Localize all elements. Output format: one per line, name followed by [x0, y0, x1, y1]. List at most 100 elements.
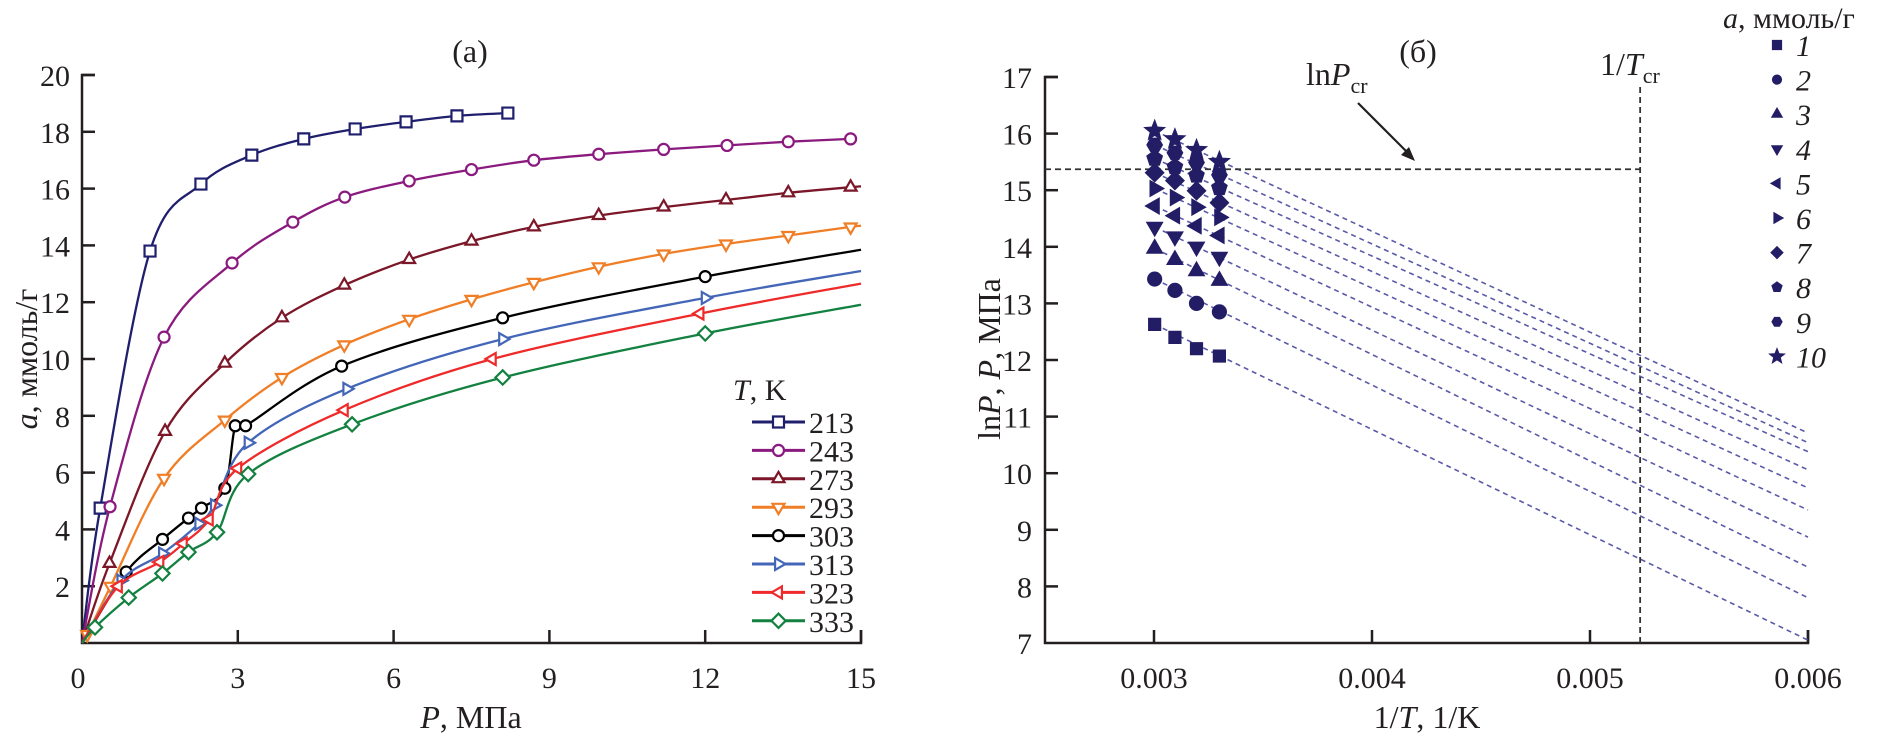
- chart-b-legend-item-2: 2: [1771, 65, 1811, 98]
- chart-a-point-323: [483, 351, 497, 367]
- chart-a-point-213: [297, 132, 311, 146]
- chart-b-y-axis-title: lnP, P, МПа: [971, 278, 1007, 440]
- chart-a-series-243: [80, 132, 858, 644]
- chart-b-legend-marker: [1770, 106, 1784, 118]
- chart-b-fit-line-9: [1154, 144, 1809, 444]
- chart-a-x-axis-title: P, МПа: [419, 699, 521, 735]
- chart-a-legend-label: 293: [809, 492, 854, 525]
- chart-b-fit-lines: [1154, 130, 1809, 641]
- chart-a-legend-label: 243: [809, 435, 854, 468]
- chart-a-point-273: [401, 250, 417, 265]
- chart-b-point-5: [1209, 226, 1225, 245]
- chart-a-point-243: [338, 190, 352, 204]
- chart-b-legend-marker: [1771, 281, 1783, 292]
- chart-b-legend-marker: [1771, 39, 1783, 51]
- chart-a-point-243: [103, 500, 117, 514]
- chart-a-point-243: [844, 132, 858, 146]
- chart-a-point-243: [157, 330, 171, 344]
- chart-b-legend-marker: [1770, 145, 1784, 157]
- chart-b-legend-label: 7: [1796, 238, 1813, 271]
- chart-a-y-tick-label: 12: [40, 287, 70, 320]
- chart-a-legend-marker: [771, 528, 786, 543]
- chart-b-point-10: [1163, 127, 1187, 150]
- chart-a-curve-313: [81, 269, 862, 644]
- chart-a-x-tick-label: 6: [386, 662, 401, 695]
- chart-b-fit-line-3: [1154, 247, 1809, 568]
- chart-b-point-7: [1144, 162, 1165, 183]
- chart-a-legend-marker: [774, 556, 788, 572]
- chart-a-point-213: [194, 177, 208, 191]
- chart-b-y-tick-label: 7: [1017, 628, 1032, 661]
- chart-a-point-323: [200, 511, 214, 528]
- chart-b-point-3: [1166, 249, 1184, 265]
- chart-b-series-8: [1146, 149, 1228, 196]
- chart-b-legend-item-3: 3: [1770, 99, 1811, 132]
- chart-a-point-303: [698, 270, 712, 284]
- chart-b-legend-item-5: 5: [1769, 168, 1811, 201]
- chart-b-series-2: [1147, 271, 1228, 320]
- chart-a-point-273: [463, 232, 480, 246]
- chart-a-series-323: [81, 282, 862, 644]
- chart-a-y-tick-label: 16: [40, 174, 70, 207]
- chart-b-point-1: [1148, 317, 1162, 331]
- inv-tcr-annotation-label: 1/Tcr: [1600, 46, 1660, 88]
- chart-a-curve-273: [80, 185, 862, 644]
- chart-b-point-9: [1211, 167, 1228, 183]
- chart-b-point-5: [1186, 216, 1202, 235]
- chart-b-legend-label: 10: [1796, 341, 1826, 374]
- chart-a-point-293: [780, 230, 797, 245]
- chart-b-legend-marker: [1771, 316, 1783, 327]
- chart-a-legend-marker: [769, 584, 783, 601]
- chart-b-x-tick-label: 0.006: [1774, 662, 1842, 695]
- chart-b-point-6: [1214, 208, 1230, 227]
- chart-b-y-tick-label: 12: [1002, 345, 1032, 378]
- chart-a-point-303: [155, 532, 170, 546]
- chart-a-series-213: [80, 106, 515, 644]
- chart-b-y-tick-label: 11: [1003, 402, 1032, 435]
- chart-a-y-axis: [80, 73, 863, 645]
- chart-b-y-tick-label: 8: [1017, 571, 1032, 604]
- chart-a-point-333: [86, 618, 104, 637]
- chart-b-legend-label: 3: [1795, 99, 1811, 132]
- chart-b-legend-marker: [1769, 177, 1781, 190]
- chart-b-points: [1143, 118, 1232, 363]
- chart-a-x-tick-label: 12: [690, 662, 720, 695]
- chart-a-point-293: [526, 277, 542, 292]
- chart-a-legend-item-313: 313: [752, 549, 854, 582]
- chart-b-point-10: [1207, 149, 1232, 172]
- chart-b-legend-label: 2: [1796, 65, 1811, 98]
- chart-a-y-tick-label: 10: [40, 344, 70, 377]
- chart-b-legend-label: 4: [1796, 134, 1811, 167]
- chart-a-point-243: [720, 138, 734, 153]
- chart-b-point-6: [1191, 198, 1207, 217]
- chart-b-series-5: [1144, 197, 1225, 245]
- chart-a-legend-label: 323: [809, 577, 854, 610]
- chart-b-point-7: [1209, 192, 1230, 213]
- chart-b-point-3: [1210, 270, 1229, 286]
- chart-b-x-tick-label: 0.003: [1120, 662, 1188, 695]
- chart-b-legend-item-10: 10: [1768, 341, 1826, 374]
- chart-a-legend-marker: [770, 469, 787, 484]
- chart-b-legend-item-9: 9: [1771, 307, 1811, 340]
- lnpcr-annotation-arrow: [1357, 102, 1411, 156]
- chart-a-legend-item-243: 243: [752, 435, 854, 468]
- chart-a-y-tick-label: 14: [40, 230, 70, 263]
- chart-a-point-273: [101, 554, 118, 568]
- chart-a-legend-marker: [769, 612, 788, 630]
- chart-a-point-333: [343, 415, 361, 434]
- chart-a-x-tick-label: 9: [542, 662, 557, 695]
- chart-b-point-7: [1164, 170, 1185, 191]
- chart-a-x-tick-label: 15: [846, 662, 876, 695]
- chart-a-legend-label: 273: [809, 464, 854, 497]
- chart-b-fit-line-2: [1154, 278, 1809, 599]
- chart-b-point-3: [1187, 260, 1206, 277]
- chart-b-legend-item-4: 4: [1770, 134, 1811, 167]
- chart-a-point-333: [696, 324, 714, 343]
- chart-a-point-303: [335, 359, 349, 373]
- chart-a-point-333: [208, 523, 226, 541]
- chart-b-point-2: [1167, 282, 1183, 298]
